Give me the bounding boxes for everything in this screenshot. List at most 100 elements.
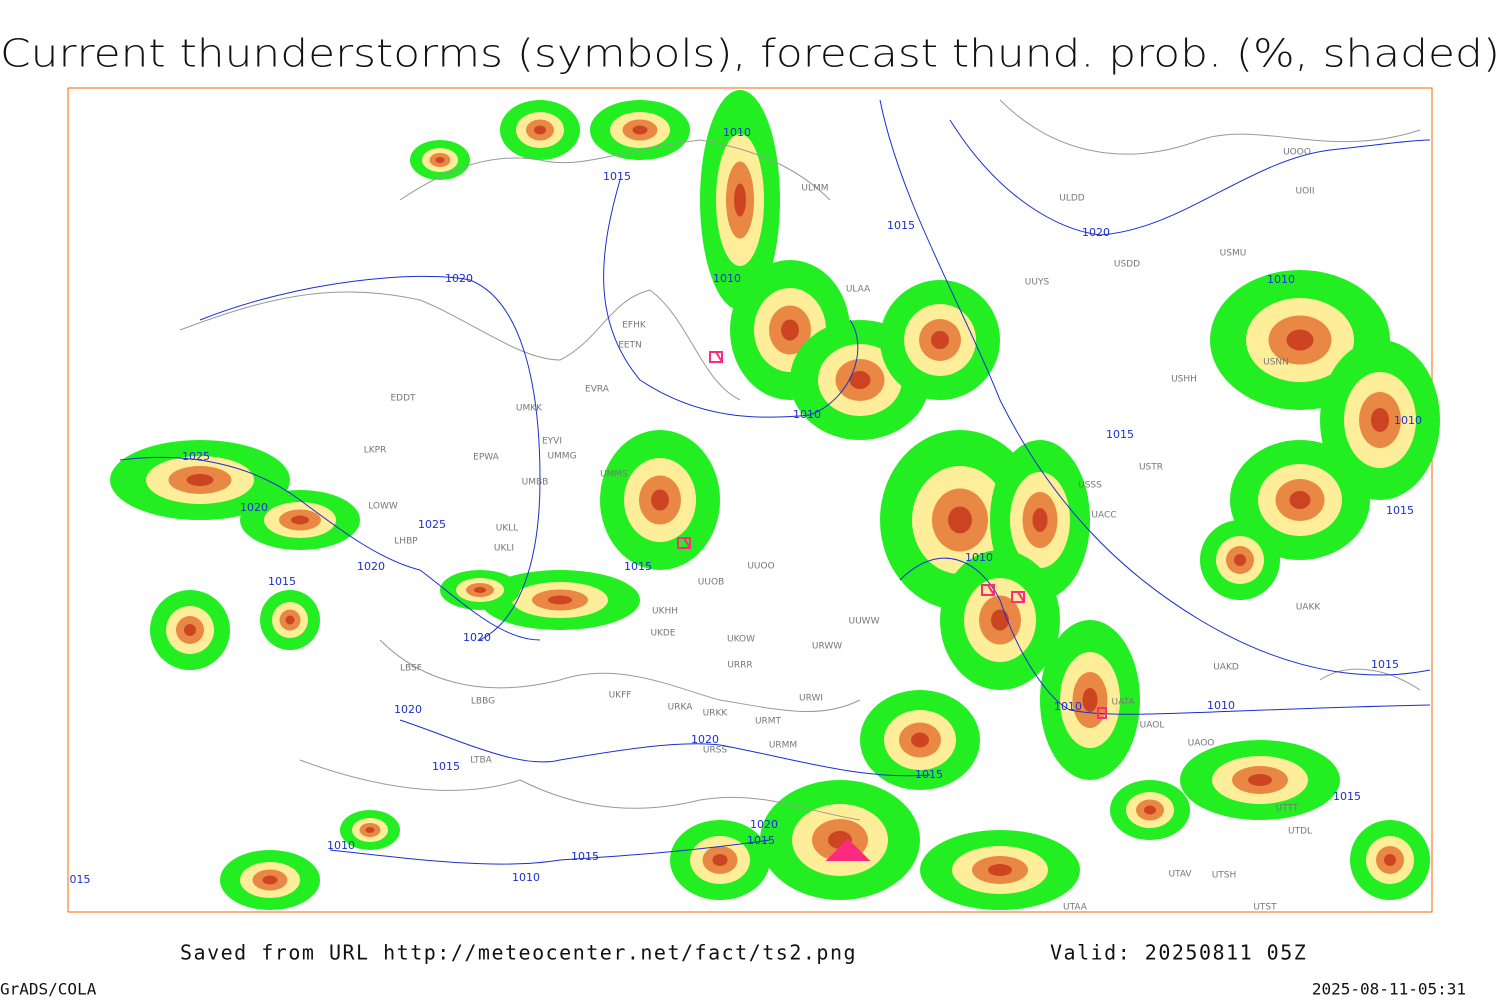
isobar-label: 1015 <box>1386 504 1414 517</box>
isobars <box>119 99 1431 865</box>
station-code: USMU <box>1220 249 1247 259</box>
station-code: UTDL <box>1288 827 1312 837</box>
shade-area <box>651 489 669 511</box>
isobar-label: 1015 <box>624 560 652 573</box>
isobar-label: 1010 <box>512 871 540 884</box>
station-code: UATA <box>1111 698 1135 708</box>
isobar-label: 1025 <box>182 450 210 463</box>
shade-area <box>931 331 949 349</box>
station-code: UTAA <box>1063 903 1088 913</box>
isobar-label: 1015 <box>1371 658 1399 671</box>
shade-area <box>1371 408 1389 432</box>
title: Current thunderstorms (symbols), forecas… <box>0 32 1500 76</box>
shade-area <box>534 125 546 135</box>
station-code: URWW <box>812 642 842 652</box>
isobar-label: 1010 <box>1394 414 1422 427</box>
shade-area <box>262 875 278 885</box>
shade-area <box>186 474 214 486</box>
station-code: URRR <box>727 661 752 671</box>
station-code: UMMG <box>547 452 576 462</box>
station-code: LOWW <box>368 502 398 512</box>
source-url: Saved from URL http://meteocenter.net/fa… <box>180 941 857 965</box>
station-code: LBBG <box>471 697 495 707</box>
station-code: URWI <box>799 694 823 704</box>
station-code: UUYS <box>1025 278 1050 288</box>
isobar-label: 1025 <box>418 518 446 531</box>
isobar <box>949 119 1431 236</box>
coastlines <box>179 99 1421 821</box>
shade-area <box>1384 854 1396 866</box>
isobar-label: 1010 <box>1267 273 1295 286</box>
station-code: UKFF <box>609 691 632 701</box>
isobar <box>399 719 931 777</box>
coastline <box>399 139 831 201</box>
isobar-label: 1015 <box>1106 428 1134 441</box>
isobar-label: 1020 <box>691 733 719 746</box>
isobar-label: 1020 <box>240 501 268 514</box>
shade-area <box>948 506 972 534</box>
isobar <box>119 456 541 641</box>
isobar-label: 1015 <box>887 219 915 232</box>
shade-area <box>184 624 196 636</box>
storm-symbols <box>677 351 1107 861</box>
isobar-label: 1020 <box>445 272 473 285</box>
station-code: URSS <box>703 746 728 756</box>
isobar <box>199 275 541 641</box>
shade-area <box>712 854 728 866</box>
isobar-label: 1020 <box>463 631 491 644</box>
station-code: USHH <box>1171 375 1197 385</box>
shade-area <box>291 515 309 525</box>
storm-symbol <box>825 838 871 861</box>
coastline <box>1319 668 1421 691</box>
storm-symbol <box>709 351 723 363</box>
storm-symbol <box>981 584 995 596</box>
software: GrADS/COLA <box>0 980 97 999</box>
station-code: UTAV <box>1168 870 1192 880</box>
shade-area <box>991 609 1009 631</box>
isobar <box>329 839 771 865</box>
isobar-label: 1010 <box>713 272 741 285</box>
station-code: LHBP <box>394 537 418 547</box>
storm-symbol <box>1097 707 1107 719</box>
shade-area <box>1082 688 1098 712</box>
station-code: LBSF <box>400 664 422 674</box>
station-code: UTST <box>1253 903 1277 913</box>
station-code: EFHK <box>622 321 647 331</box>
isobar-label: 1020 <box>1082 226 1110 239</box>
isobar <box>899 557 1431 715</box>
station-code: UOII <box>1296 187 1315 197</box>
station-code: ULMM <box>801 184 828 194</box>
shade-area <box>435 157 445 163</box>
isobar-label: 1015 <box>603 170 631 183</box>
coastline <box>379 639 861 712</box>
station-code: LKPR <box>364 446 387 456</box>
coastline <box>179 289 741 401</box>
isobar-label: 1010 <box>965 551 993 564</box>
storm-symbol <box>677 537 691 549</box>
station-code: EVRA <box>585 385 610 395</box>
station-code: UAKK <box>1296 603 1322 613</box>
station-code: UMMS <box>600 470 628 480</box>
station-code: ULDD <box>1059 194 1085 204</box>
isobar <box>879 99 1431 676</box>
isobar-label: 1010 <box>723 126 751 139</box>
station-code: USTR <box>1139 463 1163 473</box>
shade-area <box>734 183 746 217</box>
station-code: UKDE <box>650 629 675 639</box>
isobar-label: 1015 <box>915 768 943 781</box>
station-code: URKA <box>668 703 694 713</box>
shade-area <box>1286 329 1314 351</box>
shade-area <box>781 319 799 341</box>
shade-area <box>1248 774 1272 786</box>
shade-area <box>632 125 648 135</box>
station-code: URKK <box>703 709 729 719</box>
shade-area <box>911 732 929 748</box>
isobar-label: 1010 <box>327 839 355 852</box>
isobar-label: 1015 <box>571 850 599 863</box>
map: 1010 1015 1020 1015 1020 1010 1010 1010 1015 1010… <box>67 87 1440 913</box>
shade-area <box>285 615 295 625</box>
station-code: UUOO <box>747 562 774 572</box>
isobar-label: 1010 <box>1207 699 1235 712</box>
station-code: UTSH <box>1212 871 1237 881</box>
